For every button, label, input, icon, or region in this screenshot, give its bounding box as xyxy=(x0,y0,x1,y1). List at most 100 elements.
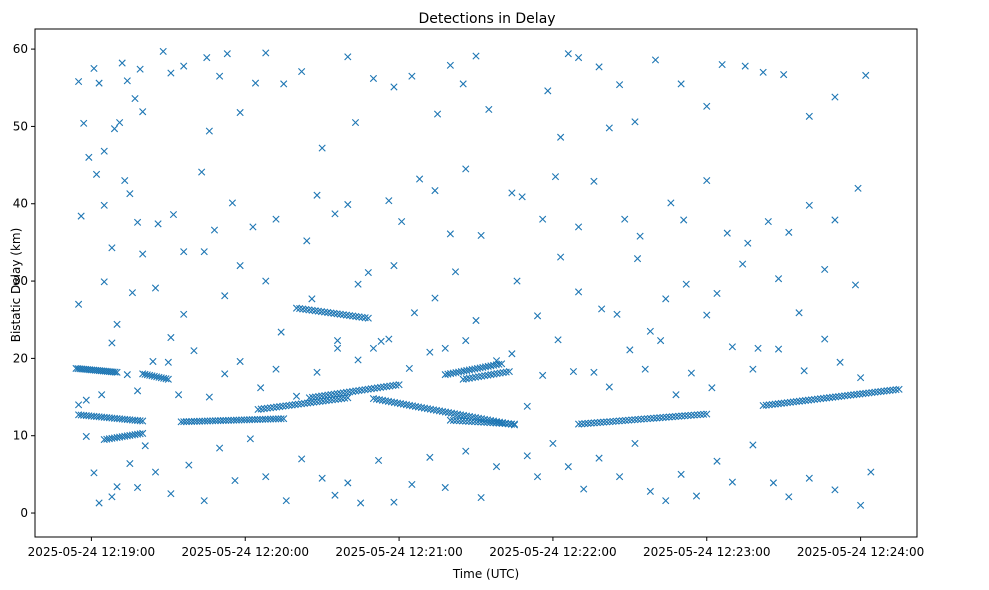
detection-point-237 xyxy=(486,419,494,427)
detection-point-513 xyxy=(410,309,419,317)
detection-point-439 xyxy=(631,118,639,126)
detection-point-276 xyxy=(457,367,465,376)
detection-point-101 xyxy=(243,416,251,424)
detection-point-225 xyxy=(449,416,458,425)
detection-point-95 xyxy=(227,416,235,424)
detection-point-583 xyxy=(805,474,813,482)
detection-point-228 xyxy=(458,417,467,425)
detection-point-393 xyxy=(889,386,897,394)
detection-point-474 xyxy=(446,230,454,238)
detection-point-446 xyxy=(780,71,788,79)
detection-point-555 xyxy=(331,491,339,499)
detection-point-109 xyxy=(264,415,272,423)
x-tick-label-3: 2025-05-24 12:22:00 xyxy=(489,545,616,559)
detection-point-592 xyxy=(149,357,157,366)
detection-point-321 xyxy=(615,417,623,425)
detection-point-325 xyxy=(628,416,636,424)
detection-point-234 xyxy=(477,418,485,426)
detection-point-489 xyxy=(744,239,752,247)
detection-point-418 xyxy=(262,49,270,57)
detection-point-545 xyxy=(167,490,175,498)
detection-point-87 xyxy=(206,417,214,425)
detection-point-80 xyxy=(188,417,196,426)
detection-point-569 xyxy=(564,463,572,471)
detection-point-365 xyxy=(804,396,813,404)
detection-point-402 xyxy=(110,125,119,133)
detection-point-114 xyxy=(277,415,285,423)
detection-point-484 xyxy=(636,232,644,240)
detection-point-605 xyxy=(369,344,378,352)
detection-point-434 xyxy=(564,50,572,58)
detection-point-366 xyxy=(807,396,816,404)
detection-point-33 xyxy=(164,375,172,383)
detection-point-398 xyxy=(85,153,93,161)
detection-point-495 xyxy=(74,300,83,308)
detection-point-507 xyxy=(277,328,285,336)
detection-point-453 xyxy=(108,244,116,252)
detection-point-523 xyxy=(633,255,642,263)
detection-point-330 xyxy=(643,415,651,423)
detection-point-485 xyxy=(667,199,675,207)
detection-point-348 xyxy=(700,410,708,418)
detection-point-570 xyxy=(580,485,588,493)
detection-point-408 xyxy=(139,108,147,116)
detection-point-411 xyxy=(180,62,188,70)
detection-point-275 xyxy=(455,368,463,376)
detection-point-344 xyxy=(687,411,695,419)
detection-point-238 xyxy=(489,419,497,427)
detection-point-424 xyxy=(369,74,378,83)
detection-point-532 xyxy=(795,309,803,317)
detection-point-368 xyxy=(813,395,822,403)
detection-point-542 xyxy=(133,483,142,492)
detection-point-563 xyxy=(462,447,470,455)
detection-point-515 xyxy=(451,268,460,276)
detection-point-243 xyxy=(504,420,512,428)
detection-point-598 xyxy=(236,357,244,366)
y-tick-label-4: 40 xyxy=(13,197,28,211)
detection-point-271 xyxy=(444,370,452,378)
detection-point-229 xyxy=(462,417,470,425)
detection-point-309 xyxy=(578,420,586,428)
detection-point-360 xyxy=(789,398,797,406)
detection-point-377 xyxy=(841,392,849,400)
detection-point-596 xyxy=(205,393,213,401)
detection-point-381 xyxy=(853,390,861,398)
detection-point-345 xyxy=(690,411,698,419)
detection-point-437 xyxy=(605,124,613,132)
detection-point-621 xyxy=(657,337,665,345)
detection-point-233 xyxy=(474,418,482,426)
detection-point-554 xyxy=(318,474,326,482)
detection-point-477 xyxy=(508,189,516,197)
detection-point-625 xyxy=(728,343,736,351)
detection-point-326 xyxy=(631,416,639,424)
detection-point-494 xyxy=(854,184,862,192)
detection-point-475 xyxy=(462,165,470,173)
detection-point-284 xyxy=(479,363,487,371)
detection-point-465 xyxy=(303,237,311,245)
detection-point-505 xyxy=(236,262,244,270)
detection-point-573 xyxy=(631,439,639,448)
detection-point-342 xyxy=(681,412,689,420)
detection-point-353 xyxy=(768,400,776,409)
detection-point-510 xyxy=(354,280,362,288)
detection-point-357 xyxy=(780,399,788,407)
detection-point-560 xyxy=(408,480,416,489)
detection-point-456 xyxy=(133,218,142,226)
detection-point-98 xyxy=(235,416,243,424)
detection-point-269 xyxy=(364,314,372,322)
detection-point-425 xyxy=(390,83,398,91)
detection-point-335 xyxy=(659,413,667,422)
detection-point-559 xyxy=(390,498,398,506)
detection-point-336 xyxy=(662,413,670,421)
detection-point-606 xyxy=(385,335,393,343)
detection-point-503 xyxy=(200,248,208,256)
detection-point-428 xyxy=(446,61,454,69)
detection-point-21 xyxy=(113,368,121,376)
detection-point-367 xyxy=(810,395,819,404)
detection-point-390 xyxy=(880,387,888,395)
detection-point-514 xyxy=(431,294,439,302)
detection-point-467 xyxy=(331,210,339,218)
detection-point-235 xyxy=(480,418,488,426)
detection-point-473 xyxy=(431,187,439,195)
